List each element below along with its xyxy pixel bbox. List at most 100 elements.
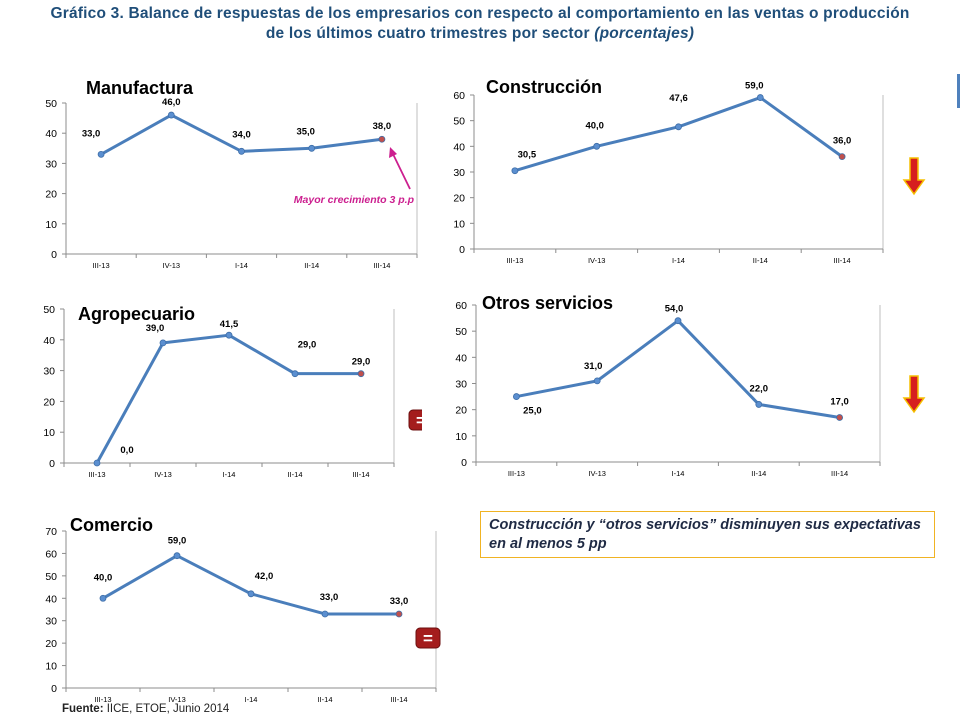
data-point bbox=[321, 610, 329, 618]
data-label: 17,0 bbox=[830, 397, 849, 408]
data-label: 25,0 bbox=[523, 406, 542, 417]
chart-agropecuario: 0 10 20 30 40 50 III-13 IV-13 I-14 II-14 III-14 0,0… bbox=[22, 296, 422, 486]
x-tick-label: III-14 bbox=[834, 256, 851, 265]
y-tick-label: 10 bbox=[45, 219, 57, 231]
equal-icon-box bbox=[415, 627, 441, 649]
x-tick-label: I-14 bbox=[223, 470, 236, 479]
series-line bbox=[516, 319, 840, 419]
data-point bbox=[159, 339, 167, 347]
chart-title: Manufactura bbox=[86, 78, 194, 98]
chart-svg: 0 10 20 30 40 50 60 70 III-13 IV-13 I-14 II-14 III-1… bbox=[45, 515, 441, 702]
annotation-arrow-line bbox=[392, 153, 411, 190]
data-point bbox=[511, 167, 519, 175]
data-label: 39,0 bbox=[146, 323, 165, 334]
data-label: 59,0 bbox=[168, 536, 187, 547]
data-label: 31,0 bbox=[584, 361, 603, 372]
chart-svg: 0 10 20 30 40 50 III-13 IV-13 I-14 II-14 III-14 33,… bbox=[45, 78, 418, 270]
data-label: 22,0 bbox=[750, 383, 769, 394]
data-label: 30,5 bbox=[518, 150, 537, 161]
source-label: Fuente: bbox=[62, 703, 104, 715]
x-tick-label: II-14 bbox=[304, 261, 319, 270]
y-tick-label: 50 bbox=[45, 98, 57, 110]
data-label: 36,0 bbox=[833, 136, 852, 147]
data-label: 29,0 bbox=[298, 340, 317, 351]
data-label: 35,0 bbox=[296, 126, 315, 137]
chart-comercio: 0 10 20 30 40 50 60 70 III-13 IV-13 I-14 II-14 III-1… bbox=[22, 512, 462, 702]
y-tick-label: 20 bbox=[45, 189, 57, 201]
x-tick-label: II-14 bbox=[751, 469, 766, 478]
x-tick-label: III-13 bbox=[88, 470, 105, 479]
x-tick-label: III-14 bbox=[831, 469, 848, 478]
data-point bbox=[675, 123, 682, 131]
x-tick-label: III-14 bbox=[352, 470, 369, 479]
x-tick-label: III-13 bbox=[508, 469, 525, 478]
data-point bbox=[513, 393, 520, 400]
series-line bbox=[514, 96, 843, 173]
callout-box: Construcción y “otros servicios” disminu… bbox=[480, 511, 935, 558]
main-title-line1: Gráfico 3. Balance de respuestas de los … bbox=[50, 5, 910, 22]
y-tick-label: 20 bbox=[453, 193, 465, 205]
x-tick-label: II-14 bbox=[753, 256, 768, 265]
y-tick-label: 40 bbox=[45, 128, 57, 140]
down-arrow-icon bbox=[902, 157, 926, 196]
data-label: 0,0 bbox=[120, 445, 133, 456]
y-tick-label: 60 bbox=[453, 90, 465, 102]
annotation-arrow-head bbox=[389, 147, 397, 158]
y-tick-label: 30 bbox=[45, 616, 57, 628]
x-tick-label: I-14 bbox=[672, 256, 685, 265]
data-label: 40,0 bbox=[585, 120, 604, 131]
y-tick-label: 40 bbox=[43, 335, 55, 347]
chart-manufactura: 0 10 20 30 40 50 III-13 IV-13 I-14 II-14 III-14 33,… bbox=[22, 72, 422, 272]
x-tick-label: IV-13 bbox=[588, 469, 606, 478]
y-tick-label: 50 bbox=[45, 571, 57, 583]
chart-svg: 0 10 20 30 40 50 60 III-13 IV-13 I-14 II-14 III-14 2… bbox=[455, 293, 926, 478]
series-line bbox=[95, 333, 361, 464]
data-label: 59,0 bbox=[745, 81, 764, 92]
data-point bbox=[674, 317, 682, 325]
y-tick-label: 10 bbox=[453, 218, 465, 230]
data-point bbox=[755, 401, 763, 408]
y-tick-label: 50 bbox=[453, 116, 465, 128]
equal-icon-box bbox=[408, 409, 422, 431]
y-tick-label: 50 bbox=[43, 304, 55, 316]
y-tick-label: 30 bbox=[455, 379, 467, 391]
y-tick-label: 60 bbox=[455, 300, 467, 312]
main-title-line2-text: de los últimos cuatro trimestres por sec… bbox=[265, 25, 590, 42]
main-title-emphasis: (porcentajes) bbox=[594, 25, 695, 42]
chart-title: Comercio bbox=[70, 515, 153, 535]
data-point bbox=[99, 594, 107, 602]
chart-svg: 0 10 20 30 40 50 60 III-13 IV-13 I-14 II-14 III-14 3… bbox=[453, 77, 926, 265]
source-text: IICE, ETOE, Junio 2014 bbox=[106, 703, 230, 715]
annotation-text: Mayor crecimiento 3 p.p bbox=[294, 194, 415, 206]
equal-icon-label: = bbox=[416, 411, 422, 430]
y-tick-label: 30 bbox=[43, 366, 55, 378]
data-point bbox=[593, 377, 601, 385]
x-tick-label: IV-13 bbox=[163, 261, 181, 270]
x-tick-label: IV-13 bbox=[588, 256, 606, 265]
data-label: 33,0 bbox=[82, 128, 101, 139]
series-line bbox=[102, 554, 399, 616]
data-label: 41,5 bbox=[220, 319, 239, 330]
x-tick-label: III-13 bbox=[93, 261, 110, 270]
y-tick-label: 60 bbox=[45, 548, 57, 560]
y-tick-label: 10 bbox=[455, 431, 467, 443]
data-point bbox=[308, 144, 316, 152]
data-point bbox=[395, 610, 403, 618]
data-label: 40,0 bbox=[94, 572, 113, 583]
data-point bbox=[378, 135, 386, 143]
chart-otros-servicios: 0 10 20 30 40 50 60 III-13 IV-13 I-14 II-14 III-14 2… bbox=[430, 292, 930, 486]
equal-icon-label: = bbox=[423, 629, 433, 648]
y-tick-label: 40 bbox=[45, 593, 57, 605]
y-tick-label: 20 bbox=[455, 405, 467, 417]
data-label: 33,0 bbox=[390, 596, 409, 607]
equal-icon: = bbox=[408, 409, 422, 431]
data-point bbox=[93, 459, 101, 467]
x-tick-label: I-14 bbox=[235, 261, 248, 270]
source-note: Fuente: IICE, ETOE, Junio 2014 bbox=[62, 703, 229, 715]
equal-icon: = bbox=[415, 627, 441, 649]
y-tick-label: 0 bbox=[49, 458, 55, 470]
data-label: 47,6 bbox=[669, 93, 688, 104]
y-tick-label: 50 bbox=[455, 326, 467, 338]
edge-mark bbox=[957, 74, 960, 108]
x-tick-label: IV-13 bbox=[168, 695, 186, 702]
